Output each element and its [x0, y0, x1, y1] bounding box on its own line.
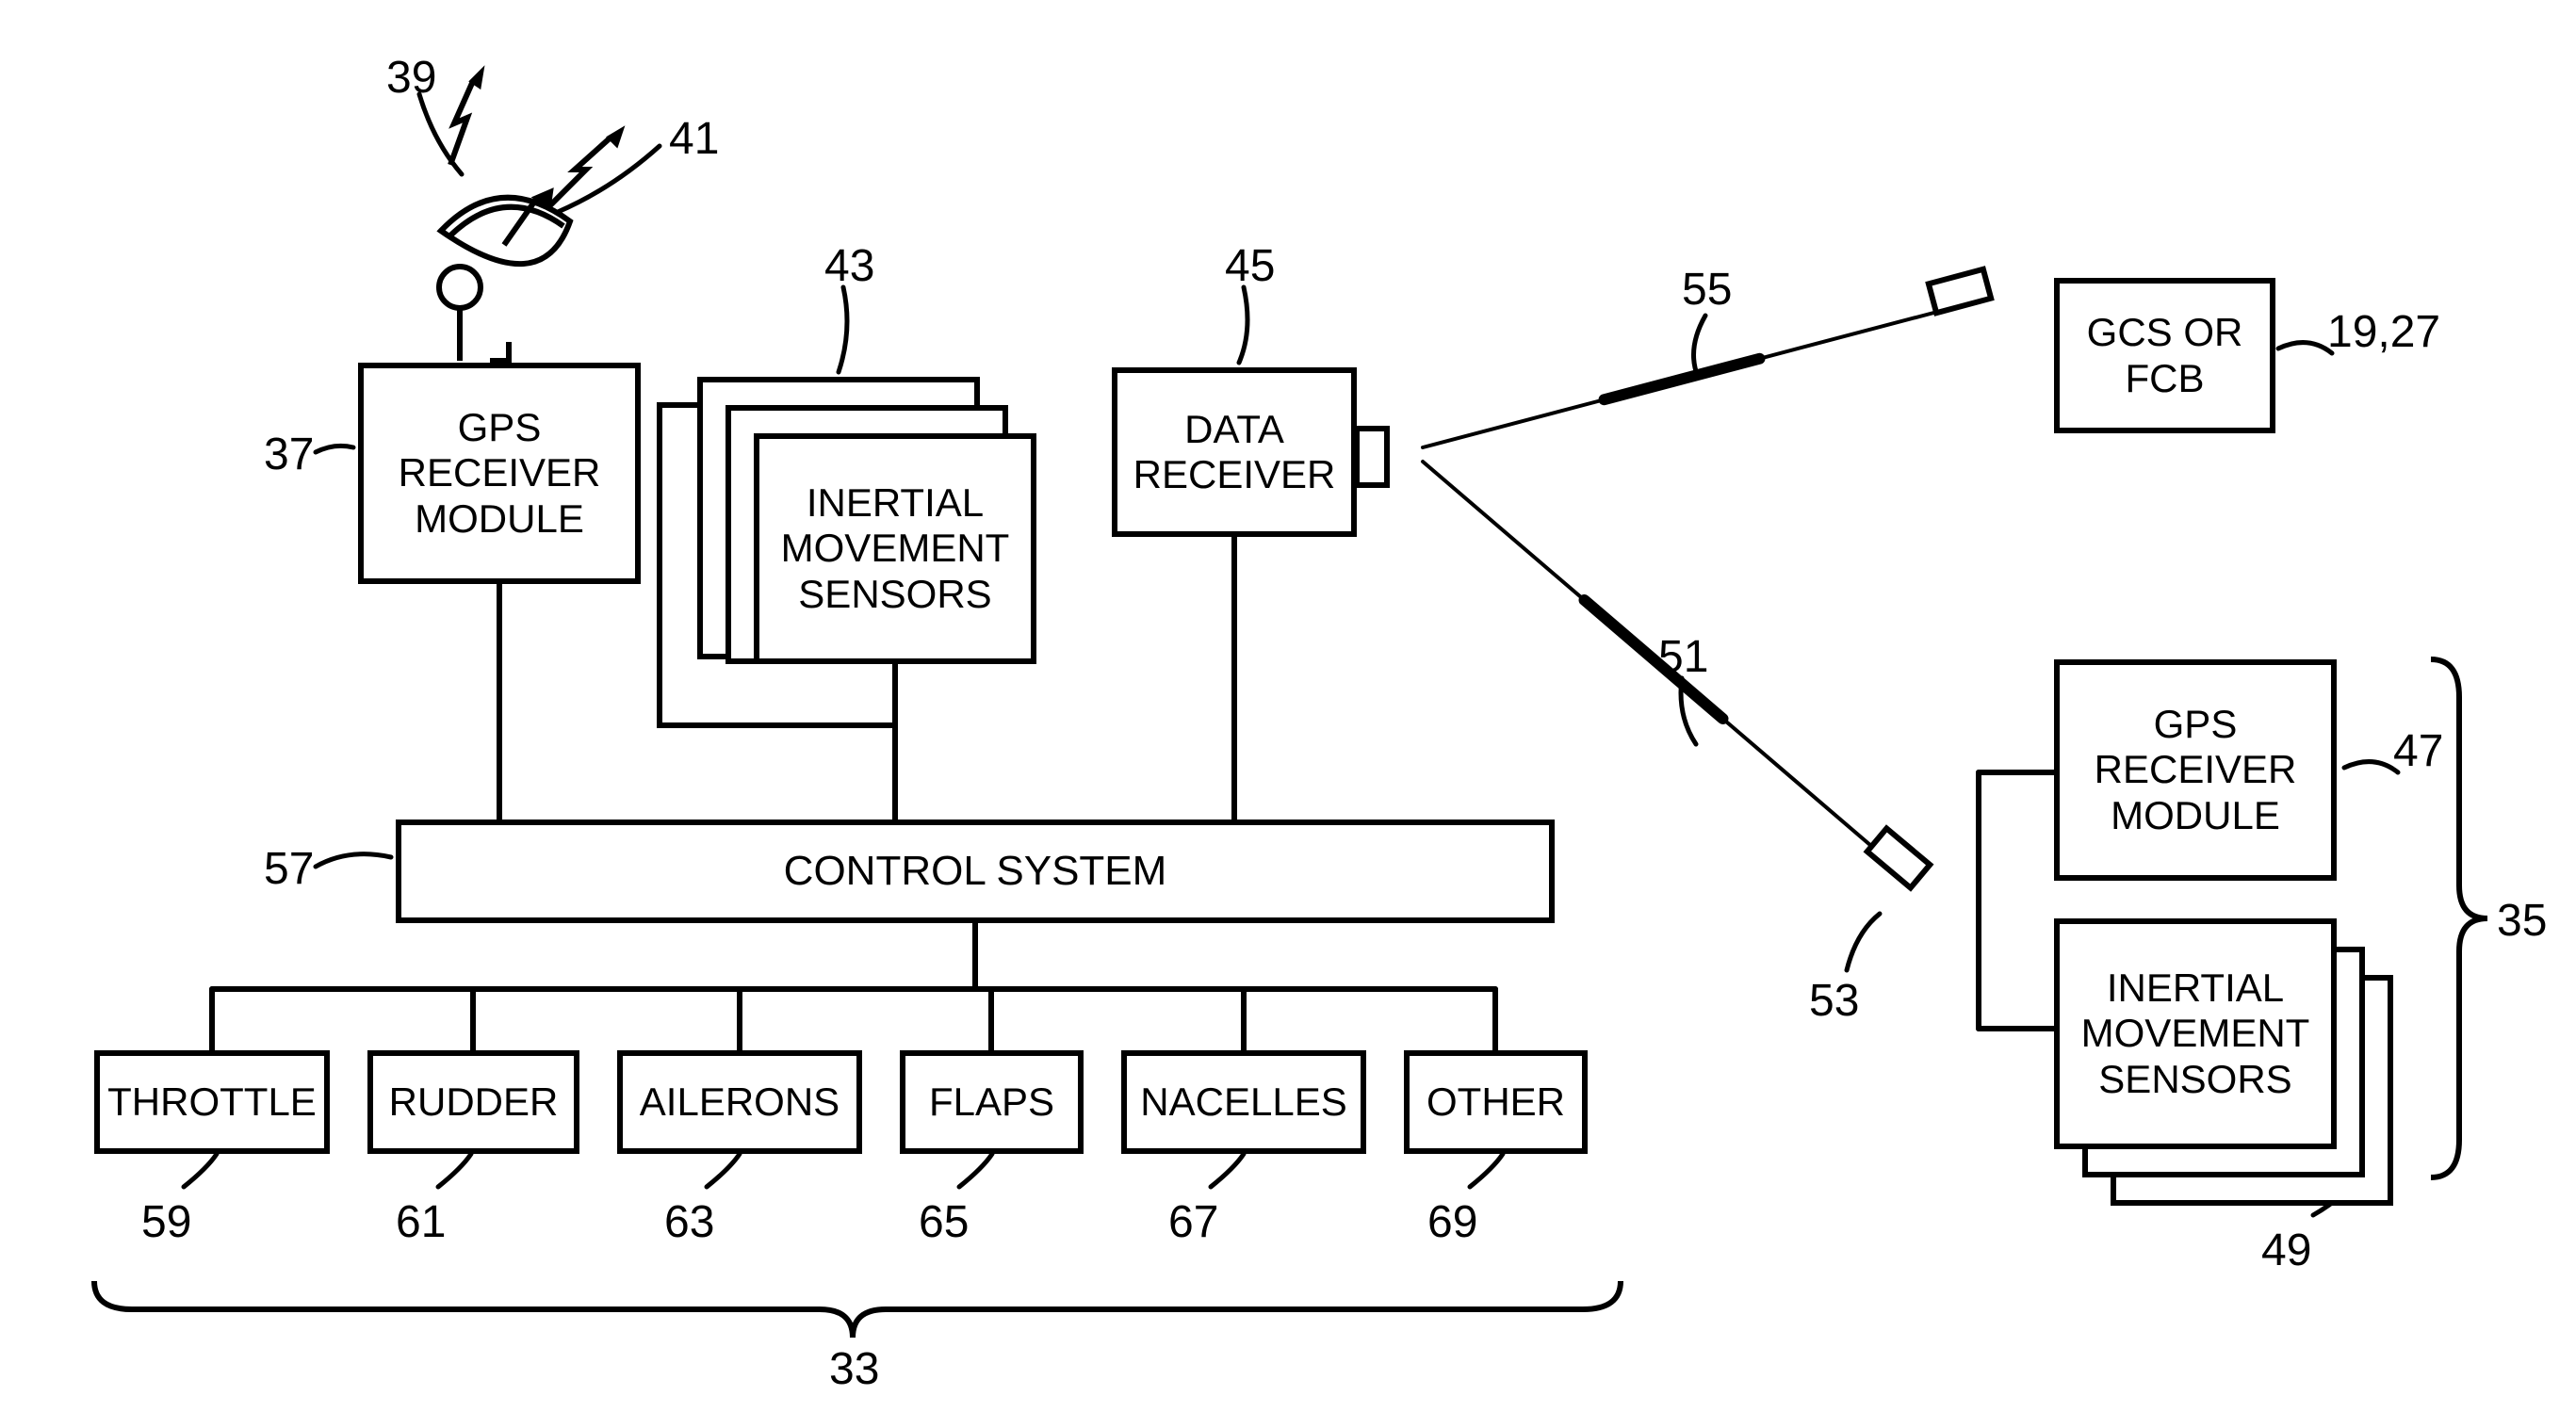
label-37: 37: [264, 429, 314, 480]
label-47: 47: [2393, 725, 2443, 777]
label-51: 51: [1658, 631, 1708, 683]
label-63: 63: [664, 1196, 714, 1248]
label-57: 57: [264, 843, 314, 895]
label-45: 45: [1225, 240, 1275, 292]
control-system-box: CONTROL SYSTEM: [396, 820, 1555, 923]
data-receiver-box: DATA RECEIVER: [1112, 367, 1357, 537]
label-39: 39: [386, 52, 436, 104]
antenna-icon: [439, 73, 620, 361]
ailerons-box: AILERONS: [617, 1050, 862, 1154]
inertial-sensors-49-box: INERTIAL MOVEMENT SENSORS: [2054, 918, 2337, 1149]
inertial-sensors-box: INERTIAL MOVEMENT SENSORS: [754, 433, 1036, 664]
label-41: 41: [669, 113, 719, 165]
throttle-box: THROTTLE: [94, 1050, 330, 1154]
other-box: OTHER: [1404, 1050, 1588, 1154]
gcs-fcb-box: GCS OR FCB: [2054, 278, 2275, 433]
gps-receiver-module-box: GPS RECEIVER MODULE: [358, 363, 641, 584]
label-33: 33: [829, 1343, 879, 1395]
label-69: 69: [1427, 1196, 1477, 1248]
diagram-canvas: GPS RECEIVER MODULE INERTIAL MOVEMENT SE…: [0, 0, 2576, 1412]
gps-receiver-module-47-box: GPS RECEIVER MODULE: [2054, 659, 2337, 881]
label-35: 35: [2497, 895, 2547, 947]
label-61: 61: [396, 1196, 446, 1248]
label-55: 55: [1682, 264, 1732, 316]
label-19-27: 19,27: [2327, 306, 2440, 358]
flaps-box: FLAPS: [900, 1050, 1084, 1154]
rudder-box: RUDDER: [367, 1050, 579, 1154]
label-67: 67: [1168, 1196, 1218, 1248]
label-53: 53: [1809, 975, 1859, 1027]
label-59: 59: [141, 1196, 191, 1248]
label-43: 43: [824, 240, 874, 292]
nacelles-box: NACELLES: [1121, 1050, 1366, 1154]
label-65: 65: [919, 1196, 969, 1248]
label-49: 49: [2261, 1225, 2311, 1276]
